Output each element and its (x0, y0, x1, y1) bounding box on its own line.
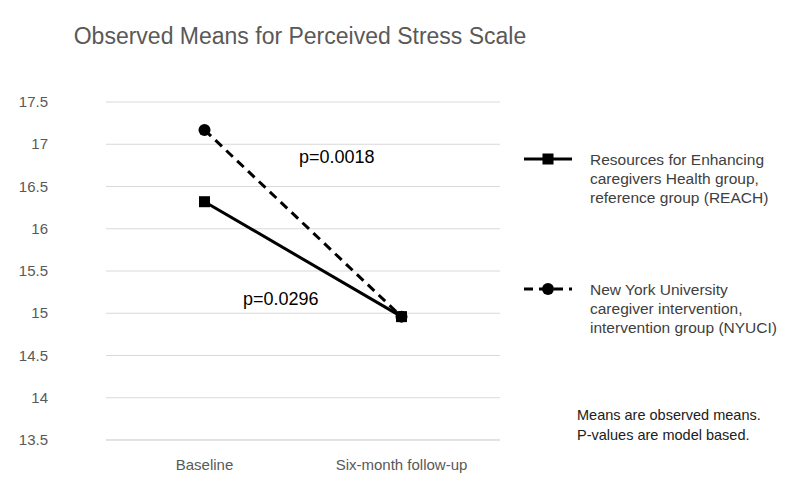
series-marker (199, 196, 210, 207)
plot-area (199, 124, 408, 323)
y-tick-label: 14 (31, 389, 48, 406)
series-marker (396, 311, 407, 322)
y-tick-label: 17.5 (19, 93, 48, 110)
y-tick-label: 16.5 (19, 178, 48, 195)
y-tick-label: 15 (31, 304, 48, 321)
annotation: p=0.0018 (299, 147, 375, 167)
legend-marker (542, 283, 554, 295)
x-tick-label: Six-month follow-up (336, 456, 468, 473)
legend-marker (543, 154, 554, 165)
y-tick-label: 17 (31, 135, 48, 152)
y-tick-label: 13.5 (19, 431, 48, 448)
grid-line (106, 271, 500, 272)
grid-line (106, 144, 500, 145)
grid-line (106, 355, 500, 356)
y-tick-label: 16 (31, 220, 48, 237)
grid-line (106, 228, 500, 229)
grid-line (106, 313, 500, 314)
series-line (205, 202, 402, 317)
grid-line (106, 186, 500, 187)
series-line (205, 130, 402, 317)
grid-line (106, 440, 500, 441)
x-tick-label: Baseline (176, 456, 234, 473)
series-marker (199, 124, 211, 136)
annotation: p=0.0296 (243, 289, 319, 309)
legend-label: Resources for Enhancing caregivers Healt… (590, 150, 790, 207)
title: Observed Means for Perceived Stress Scal… (74, 23, 527, 49)
x-axis-line (106, 440, 500, 441)
y-tick-label: 14.5 (19, 347, 48, 364)
grid-line (106, 397, 500, 398)
footnote: P-values are model based. (577, 425, 750, 445)
legend-label: New York University caregiver interventi… (590, 280, 790, 337)
series-marker (396, 311, 408, 323)
footnote: Means are observed means. (577, 405, 761, 425)
grid-line (106, 102, 500, 103)
y-tick-label: 15.5 (19, 262, 48, 279)
